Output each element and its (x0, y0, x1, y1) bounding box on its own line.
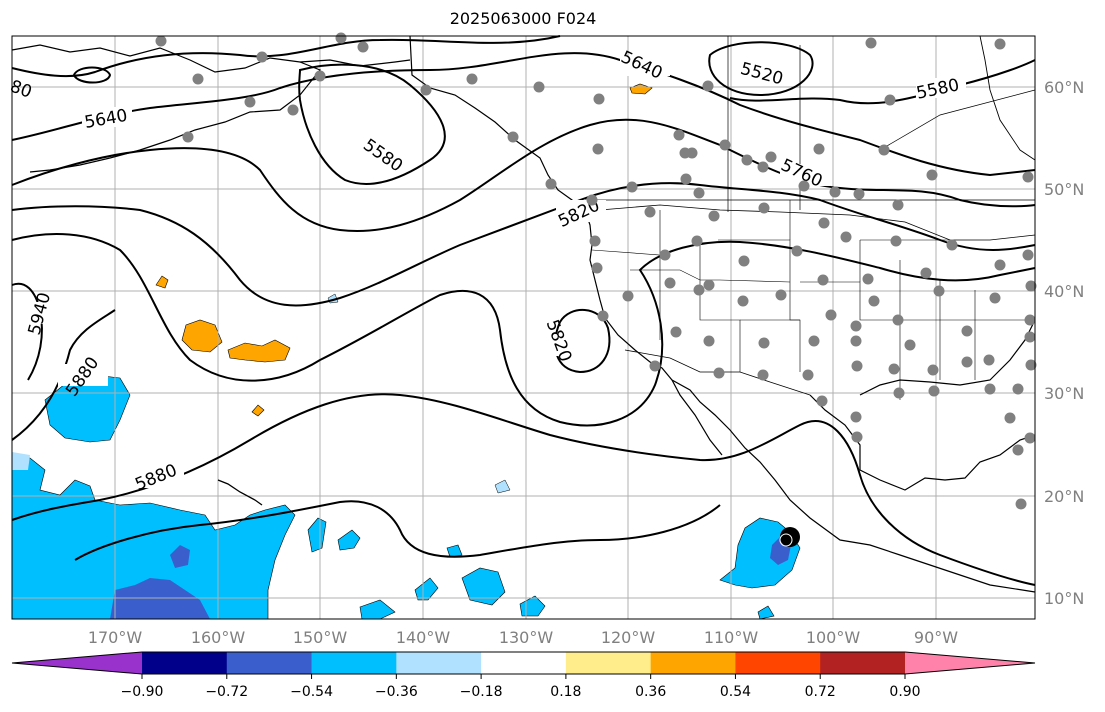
shade-cyan-mexico-2 (757, 605, 775, 620)
colorbar-segment (226, 652, 313, 674)
colorbar-segment (142, 652, 228, 674)
lat-tick: 60°N (1044, 78, 1084, 97)
colorbar-tick-label: 0.18 (550, 684, 581, 700)
colorbar-tick-label: −0.72 (205, 684, 248, 700)
shade-blue-core-2 (170, 545, 190, 568)
colorbar-tick-label: −0.90 (121, 684, 164, 700)
shade-lightblue-edge (12, 452, 30, 470)
lat-tick: 20°N (1044, 487, 1084, 506)
contour-5880 (11, 309, 1036, 586)
contour-5520 (708, 41, 814, 97)
lon-tick: 100°W (806, 628, 861, 647)
lon-tick: 170°W (88, 628, 143, 647)
lon-tick: 90°W (914, 628, 958, 647)
storm-marker (779, 527, 800, 547)
station-markers (155, 32, 1037, 510)
lon-tick: 160°W (191, 628, 246, 647)
map-title: 2025063000 F024 (449, 9, 597, 28)
contour-5900 (74, 500, 721, 561)
shade-orange-3 (155, 275, 169, 289)
state-borders (591, 200, 1035, 400)
colorbar-segment (396, 652, 482, 674)
colorbar-segment (565, 652, 652, 674)
contour-5580-low (298, 63, 446, 185)
label-bg (780, 164, 830, 186)
colorbar-tick-label: 0.90 (889, 684, 920, 700)
height-contours (11, 35, 1036, 586)
label-bg (362, 146, 412, 168)
label-bg (535, 334, 585, 356)
contour-5700 (11, 118, 1036, 233)
lat-tick: 10°N (1044, 589, 1084, 608)
colorbar-tick-label: 0.54 (720, 684, 751, 700)
shade-lightblue-speck-2 (494, 479, 511, 494)
label-bg (58, 364, 108, 386)
colorbar-segment (311, 652, 397, 674)
lon-tick: 120°W (601, 628, 656, 647)
shade-cyan-blob-8 (446, 544, 463, 558)
shade-orange-2 (227, 339, 291, 363)
colorbar-tick-label: −0.54 (290, 684, 333, 700)
colorbar (11, 651, 1036, 675)
colorbar-tick-label: −0.36 (375, 684, 418, 700)
label-bg (556, 200, 606, 222)
contour-5640-west (11, 35, 561, 78)
contour-5820 (11, 233, 1036, 427)
lat-tick: 50°N (1044, 180, 1084, 199)
colorbar-tick-label: 0.36 (635, 684, 666, 700)
contour-low-circle (72, 66, 112, 84)
lat-tick: 40°N (1044, 282, 1084, 301)
plot-frame (11, 35, 1036, 620)
shade-cyan-blob-2 (307, 517, 327, 553)
label-bg (82, 107, 132, 127)
label-bg (916, 78, 966, 98)
longitude-ticks: 170°W 160°W 150°W 140°W 130°W 120°W 110°… (88, 628, 958, 647)
shade-cyan-blob-3 (337, 529, 361, 551)
colorbar-segment (820, 652, 906, 674)
shade-cyan-blob-6 (359, 599, 396, 620)
lon-tick: 110°W (704, 628, 759, 647)
contour-5640 (11, 52, 1036, 177)
shade-orange-5 (251, 404, 265, 417)
colorbar-tick-label: −0.18 (460, 684, 503, 700)
label-bg (620, 56, 670, 76)
label-bg (14, 302, 64, 324)
colorbar-segment (650, 652, 736, 674)
lat-tick: 30°N (1044, 384, 1084, 403)
shade-cyan-blob-5 (461, 567, 506, 606)
colorbar-extend-low (12, 652, 142, 674)
lon-tick: 130°W (499, 628, 554, 647)
colorbar-segment (481, 652, 567, 674)
colorbar-segment (735, 652, 821, 674)
colorbar-extend-high (905, 652, 1035, 674)
lon-tick: 140°W (396, 628, 451, 647)
latitude-ticks: 60°N 50°N 40°N 30°N 20°N 10°N (1044, 78, 1084, 608)
colorbar-tick-label: 0.72 (805, 684, 836, 700)
contour-5760 (11, 182, 1036, 307)
lon-tick: 150°W (293, 628, 348, 647)
label-bg (738, 64, 792, 86)
colorbar-ticks: −0.90 −0.72 −0.54 −0.36 −0.18 0.18 0.36 0.54 0.7… (121, 674, 921, 700)
label-bg (132, 466, 184, 488)
